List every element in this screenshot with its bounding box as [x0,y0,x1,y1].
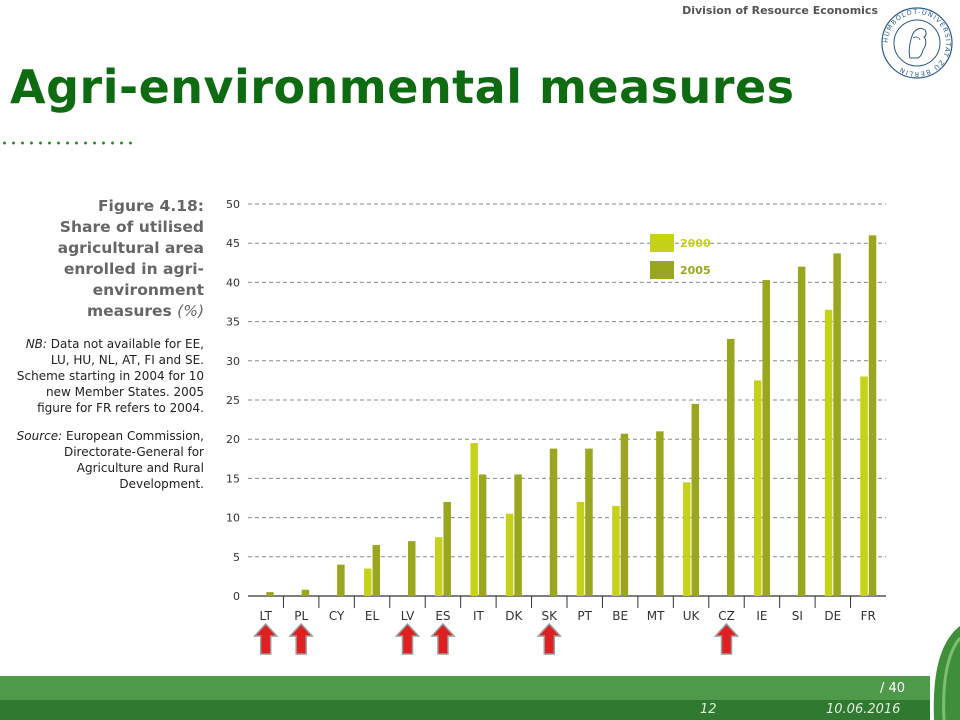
bar-EL-2000 [364,568,372,596]
bar-UK-2005 [691,403,700,596]
x-tick-label: FR [861,609,876,623]
bar-CZ-2005 [727,338,735,596]
x-tick-label: MT [647,609,665,623]
bar-IE-2000 [753,380,762,596]
page-number: 12 [700,702,717,717]
x-tick-label: CY [329,609,345,623]
figure-caption: Figure 4.18: Share of utilised agricultu… [14,196,204,504]
footer-date: 10.06.2016 [826,702,901,717]
legend-label: 2000 [680,237,711,250]
y-tick-label: 40 [226,276,240,289]
x-tick-label: IE [756,609,767,623]
legend-swatch-2005 [650,261,674,279]
bar-MT-2005 [656,431,664,596]
x-tick-label: SI [792,609,803,623]
bar-PL-2005 [301,589,310,596]
bar-chart: 0 5 10 15 20 25 30 35 40 45 50 LT PL CY EL LV ES IT DK SK PT… [226,198,886,655]
x-tick-label: UK [683,609,701,623]
bar-PT-2000 [576,501,585,596]
figure-unit: (%) [177,302,204,320]
title-dotted-divider [0,140,134,146]
x-tick-label: PL [294,609,308,623]
x-tick-label: BE [612,609,628,623]
source-label: Source: [16,429,63,443]
legend-label: 2005 [680,264,711,277]
figure-label: Figure 4.18: [97,197,204,215]
bar-FR-2005 [868,235,877,597]
bar-EL-2005 [372,545,381,596]
legend-swatch-2000 [650,234,674,252]
note-label: NB: [25,337,47,351]
bar-PT-2005 [585,448,593,596]
x-tick-label: LT [260,609,273,623]
arrow-up-icon [713,622,740,655]
figure-title: Share of utilised agricultural area enro… [57,218,204,320]
bar-IT-2005 [478,474,487,596]
x-tick-label: DE [824,609,841,623]
bar-DE-2000 [824,309,833,596]
figure-note: NB: Data not available for EE, LU, HU, N… [14,336,204,416]
y-tick-label: 10 [226,512,240,525]
arrow-up-icon [430,622,456,655]
bar-UK-2000 [683,482,691,596]
university-seal-logo: HUMBOLDT-UNIVERSITÄT ZU BERLIN [881,7,953,79]
bar-BE-2000 [612,505,620,596]
bar-BE-2005 [620,433,629,596]
bar-ES-2005 [443,501,451,596]
leaf-decoration-icon [933,626,960,720]
bar-SK-2005 [549,448,558,596]
y-tick-label: 20 [226,433,240,446]
page-total: / 40 [880,681,906,696]
bar-IT-2000 [470,443,478,596]
footer-band-lower [0,700,930,720]
x-tick-label: LV [401,609,415,623]
bar-LT-2005 [266,592,274,596]
arrow-up-icon [288,622,314,655]
x-tick-label: SK [542,609,559,623]
y-tick-label: 35 [226,316,240,329]
bar-FR-2000 [860,376,868,596]
y-tick-label: 0 [233,590,240,603]
x-tick-label: ES [435,609,450,623]
x-tick-label: DK [505,609,523,623]
page-title: Agri-environmental measures [10,60,795,114]
y-tick-label: 50 [226,198,240,211]
bar-DK-2005 [514,474,522,596]
arrow-up-icon [253,622,279,655]
bar-SI-2005 [797,266,806,596]
x-tick-label: CZ [718,609,735,623]
y-tick-label: 5 [233,551,240,564]
bar-IE-2005 [762,280,770,596]
source-text: European Commission, Directorate-General… [63,429,204,491]
figure-heading: Figure 4.18: Share of utilised agricultu… [14,196,204,322]
bar-DK-2000 [505,513,514,596]
y-tick-label: 45 [226,237,240,250]
bar-ES-2000 [434,537,443,596]
division-label: Division of Resource Economics [682,4,878,17]
bar-DE-2005 [833,253,841,596]
x-tick-label: EL [365,609,380,623]
note-text: Data not available for EE, LU, HU, NL, A… [16,337,204,415]
x-tick-label: IT [473,609,485,623]
y-tick-label: 25 [226,394,240,407]
y-tick-label: 15 [226,472,240,485]
y-tick-label: 30 [226,355,240,368]
bar-LV-2005 [408,541,416,596]
bar-CY-2005 [337,564,345,596]
footer-band [0,676,930,700]
x-tick-label: PT [577,609,592,623]
arrow-up-icon [536,622,562,655]
arrow-up-icon [394,622,421,655]
figure-source: Source: European Commission, Directorate… [14,428,204,492]
